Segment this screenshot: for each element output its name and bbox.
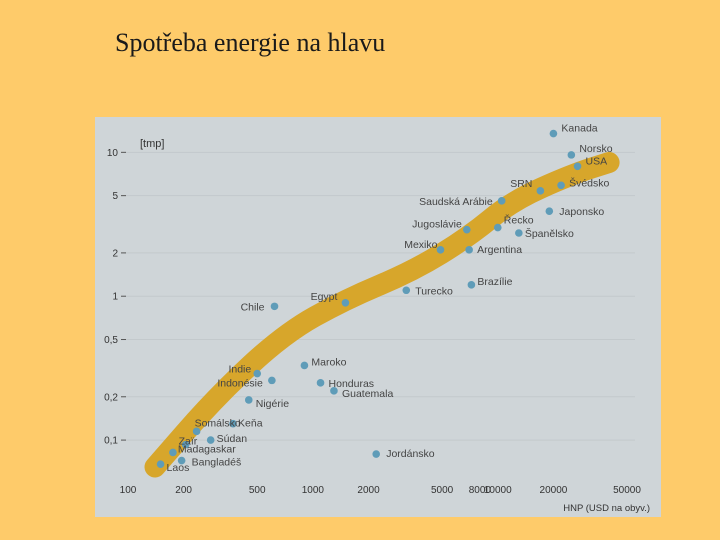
point-label-banglades: Bangladéš xyxy=(192,457,242,469)
point-label-guatemala: Guatemala xyxy=(342,388,394,400)
x-tick-label: 1000 xyxy=(302,485,325,496)
point-somalsko xyxy=(192,427,201,436)
point-guatemala xyxy=(330,387,338,395)
point-label-spanelsko: Španělsko xyxy=(525,227,574,240)
point-label-indonesie: Indonésie xyxy=(217,377,263,389)
point-label-mexiko: Mexiko xyxy=(404,239,437,251)
point-indie xyxy=(253,369,262,378)
point-banglades xyxy=(177,456,186,465)
point-label-chile: Chile xyxy=(241,301,265,313)
x-axis-label: HNP (USD na obyv.) xyxy=(563,503,650,514)
point-svedsko xyxy=(557,181,565,190)
point-label-indie: Indie xyxy=(228,364,251,376)
point-label-srn: SRN xyxy=(510,178,532,190)
point-label-nigerie: Nigérie xyxy=(256,398,289,410)
gridlines xyxy=(125,151,635,441)
y-axis-unit-label: [tmp] xyxy=(140,138,164,150)
y-tick-label: 5 xyxy=(112,191,118,202)
point-recko xyxy=(493,223,502,232)
x-tick-label: 8000 xyxy=(469,485,492,496)
point-label-honduras: Honduras xyxy=(329,378,375,390)
x-tick-label: 50000 xyxy=(613,485,641,496)
x-tick-label: 20000 xyxy=(540,485,568,496)
y-tick-label: 0,1 xyxy=(104,436,118,447)
point-label-brazilie: Brazílie xyxy=(477,276,512,288)
point-label-madagaskar: Madagaskar xyxy=(178,443,236,455)
point-label-recko: Řecko xyxy=(504,214,534,227)
chart-svg: 10 5 2 1 0,5 0,2 0,1 100 200 500 1000 2000 5000 8000… xyxy=(95,117,661,517)
point-label-maroko: Maroko xyxy=(311,356,346,368)
energy-chart: 10 5 2 1 0,5 0,2 0,1 100 200 500 1000 2000 5000 8000… xyxy=(95,117,661,517)
point-label-kena: Keňa xyxy=(238,418,263,430)
point-norsko xyxy=(567,151,576,159)
point-label-norsko: Norsko xyxy=(579,143,612,155)
point-kanada xyxy=(549,129,558,138)
y-tick-label: 1 xyxy=(112,292,118,303)
point-label-zair: Zaïr xyxy=(179,436,198,448)
point-label-egypt: Egypt xyxy=(311,291,338,303)
point-label-jordansko: Jordánsko xyxy=(386,448,435,460)
point-mexiko xyxy=(436,246,445,254)
y-tick-label: 0,2 xyxy=(104,392,118,403)
point-saudska-arabie xyxy=(497,197,506,205)
point-label-jugoslavie: Jugoslávie xyxy=(412,219,462,231)
slide-title: Spotřeba energie na hlavu xyxy=(115,28,386,57)
trend-band xyxy=(144,151,620,478)
point-indonesie xyxy=(268,376,276,385)
point-label-laos: Laos xyxy=(167,462,190,474)
y-axis-ticks: 10 5 2 1 0,5 0,2 0,1 xyxy=(104,148,126,447)
point-usa xyxy=(573,162,582,171)
x-tick-label: 2000 xyxy=(357,485,380,496)
x-tick-label: 10000 xyxy=(484,485,512,496)
point-jugoslavie xyxy=(463,225,471,234)
point-label-turecko: Turecko xyxy=(415,285,453,297)
point-brazilie xyxy=(467,281,476,289)
point-label-saudska-arabie: Saudská Arábie xyxy=(419,196,493,208)
point-label-sudan: Súdan xyxy=(217,433,248,445)
point-sudan xyxy=(206,436,215,444)
point-madagaskar xyxy=(169,448,177,457)
point-maroko xyxy=(300,361,309,370)
point-argentina xyxy=(465,246,473,254)
point-kena xyxy=(229,419,237,428)
point-nigerie xyxy=(244,396,253,404)
point-egypt xyxy=(341,298,350,307)
point-chile xyxy=(270,302,279,311)
y-tick-label: 0,5 xyxy=(104,335,118,346)
x-tick-label: 5000 xyxy=(431,485,454,496)
x-tick-label: 200 xyxy=(175,485,192,496)
point-jordansko xyxy=(372,450,380,458)
point-label-kanada: Kanada xyxy=(561,123,597,135)
point-zair xyxy=(181,440,190,449)
point-label-japonsko: Japonsko xyxy=(559,206,604,218)
point-label-argentina: Argentina xyxy=(477,244,522,256)
point-label-svedsko: Švédsko xyxy=(569,176,609,189)
point-label-usa: USA xyxy=(586,155,608,167)
point-japonsko xyxy=(545,207,554,215)
point-label-somalsko: Somálsko xyxy=(195,417,241,429)
x-tick-label: 500 xyxy=(249,485,266,496)
point-srn xyxy=(536,187,545,195)
point-honduras xyxy=(316,379,325,387)
y-tick-label: 2 xyxy=(112,248,118,259)
x-tick-label: 100 xyxy=(120,485,137,496)
y-tick-label: 10 xyxy=(107,148,119,159)
point-laos xyxy=(156,460,165,468)
point-turecko xyxy=(402,286,411,295)
point-spanelsko xyxy=(515,229,523,237)
